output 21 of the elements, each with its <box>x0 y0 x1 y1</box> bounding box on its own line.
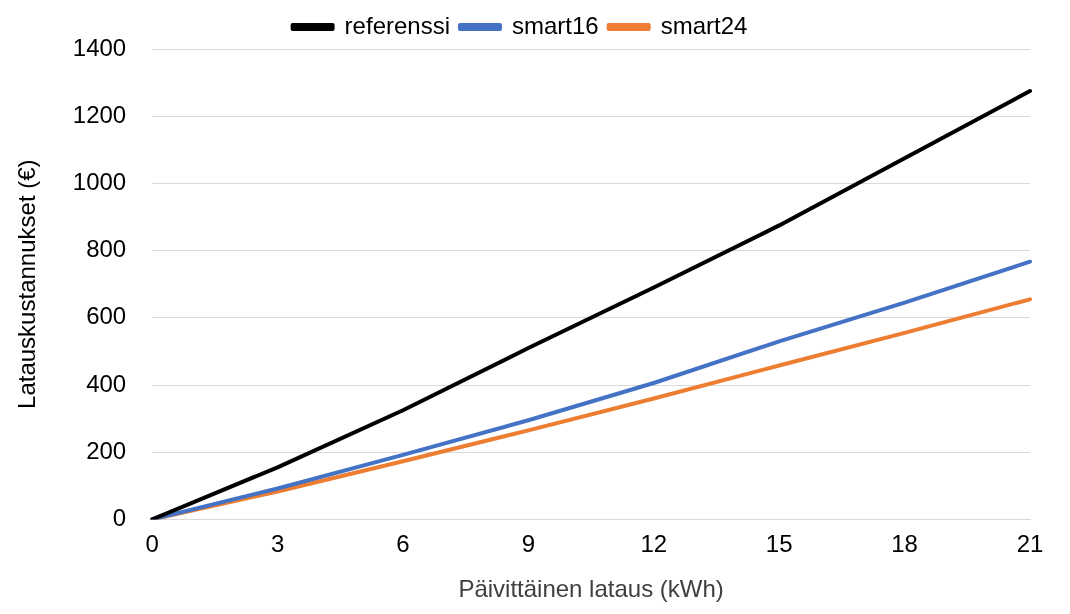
y-tick-label: 1200 <box>72 100 127 128</box>
legend-label: referenssi <box>344 11 450 39</box>
y-axis-title: Latauskustannukset (€) <box>13 159 41 409</box>
x-tick-label: 12 <box>640 530 668 558</box>
x-tick-label: 15 <box>765 530 793 558</box>
y-tick-label: 600 <box>86 302 127 330</box>
legend-label: smart24 <box>660 11 748 39</box>
y-tick-label: 800 <box>86 235 127 263</box>
y-tick-label: 400 <box>86 369 127 397</box>
x-tick-label: 9 <box>521 530 536 558</box>
y-tick-label: 200 <box>86 436 127 464</box>
x-tick-label: 0 <box>145 530 159 558</box>
x-tick-label: 3 <box>270 530 285 558</box>
legend-label: smart16 <box>511 11 599 39</box>
x-tick-label: 18 <box>891 530 918 558</box>
x-tick-label: 21 <box>1016 530 1044 558</box>
y-tick-label: 1400 <box>72 33 127 61</box>
y-tick-label: 1000 <box>72 168 127 196</box>
x-axis-title: Päivittäinen lataus (kWh) <box>458 575 724 603</box>
y-tick-label: 0 <box>112 504 127 532</box>
x-tick-label: 6 <box>396 530 410 558</box>
